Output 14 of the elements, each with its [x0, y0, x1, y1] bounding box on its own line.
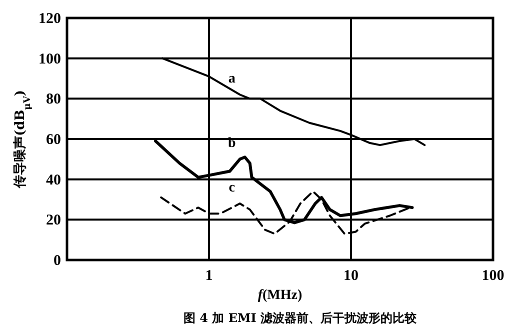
x-tick-label: 100 — [482, 268, 504, 284]
y-tick-label: 20 — [46, 212, 61, 229]
series-label: a — [228, 72, 236, 87]
y-tick-label: 100 — [38, 51, 61, 68]
y-tick-label: 120 — [38, 11, 61, 27]
y-tick-label: 80 — [46, 92, 61, 108]
y-tick-label: 0 — [54, 253, 61, 269]
series-label: c — [228, 180, 235, 196]
y-tick-label: 40 — [46, 172, 61, 188]
x-axis-title: f(MHz) — [258, 288, 302, 303]
text: 图 4 加 EMI 滤波器前、后干扰波形的比较 — [183, 311, 418, 325]
x-tick-label: 10 — [344, 268, 358, 284]
y-tick-label: 60 — [46, 132, 61, 148]
x-tick-label: 1 — [205, 268, 213, 284]
